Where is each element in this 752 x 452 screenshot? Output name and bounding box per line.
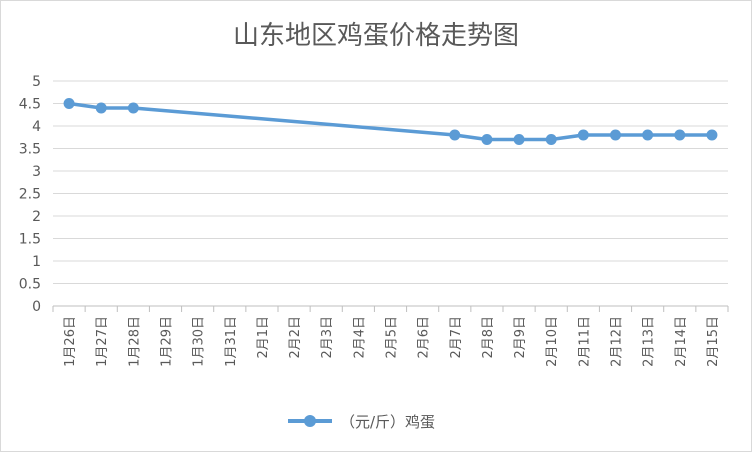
y-axis: 0 0.5 1 1.5 2 2.5 3 3.5 4 4.5 5 <box>19 74 41 315</box>
y-tick-label: 5 <box>32 74 41 90</box>
x-tick-label: 2月13日 <box>642 316 657 367</box>
x-tick-label: 2月9日 <box>513 316 528 359</box>
x-tick-label: 2月15日 <box>706 316 721 367</box>
data-point <box>577 129 589 141</box>
x-tick-label: 2月11日 <box>577 316 592 367</box>
data-point <box>95 102 107 114</box>
y-tick-label: 3.5 <box>19 142 41 158</box>
x-tick-label: 2月1日 <box>256 316 271 359</box>
data-point <box>674 129 686 141</box>
y-tick-label: 0.5 <box>19 277 41 293</box>
x-tick-label: 2月12日 <box>610 316 625 367</box>
data-point <box>63 98 75 109</box>
x-axis: 1月26日 1月27日 1月28日 1月29日 1月30日 1月31日 2月1日 2月2日 2月… <box>52 306 729 367</box>
x-tick-label: 2月7日 <box>449 316 464 359</box>
data-point <box>449 129 461 141</box>
x-tick-label: 2月5日 <box>385 316 400 359</box>
y-tick-label: 2 <box>32 209 41 225</box>
data-point <box>706 129 718 141</box>
y-tick-label: 4 <box>32 119 41 135</box>
y-tick-label: 1 <box>32 254 41 270</box>
x-tick-label: 2月8日 <box>481 316 496 359</box>
legend-label: （元/斤）鸡蛋 <box>340 412 436 431</box>
legend-marker-icon <box>288 409 332 433</box>
x-tick-label: 1月29日 <box>160 316 175 367</box>
x-tick-label: 2月10日 <box>545 316 560 367</box>
x-tick-label: 1月30日 <box>192 316 207 367</box>
gridlines <box>53 80 728 307</box>
y-tick-label: 4.5 <box>19 97 41 113</box>
y-tick-label: 1.5 <box>19 232 41 248</box>
legend: （元/斤）鸡蛋 <box>288 409 435 433</box>
y-tick-label: 2.5 <box>19 187 41 203</box>
y-tick-label: 0 <box>32 299 41 315</box>
y-tick-label: 3 <box>32 164 41 180</box>
data-point <box>481 134 493 145</box>
data-point <box>545 134 557 145</box>
x-tick-label: 2月2日 <box>288 316 303 359</box>
data-point <box>642 129 654 141</box>
x-tick-label: 1月27日 <box>95 316 110 367</box>
x-tick-label: 2月4日 <box>352 316 367 359</box>
data-point <box>513 134 525 145</box>
data-point <box>610 129 621 141</box>
series-eggs <box>63 98 718 145</box>
x-tick-label: 2月6日 <box>417 316 432 359</box>
x-tick-label: 1月31日 <box>224 316 239 367</box>
x-tick-label: 2月3日 <box>320 316 335 359</box>
data-point <box>127 102 139 114</box>
x-tick-label: 1月28日 <box>127 316 142 367</box>
x-tick-label: 1月26日 <box>63 316 78 367</box>
chart-title: 山东地区鸡蛋价格走势图 <box>232 21 519 51</box>
x-tick-label: 2月14日 <box>674 316 689 367</box>
